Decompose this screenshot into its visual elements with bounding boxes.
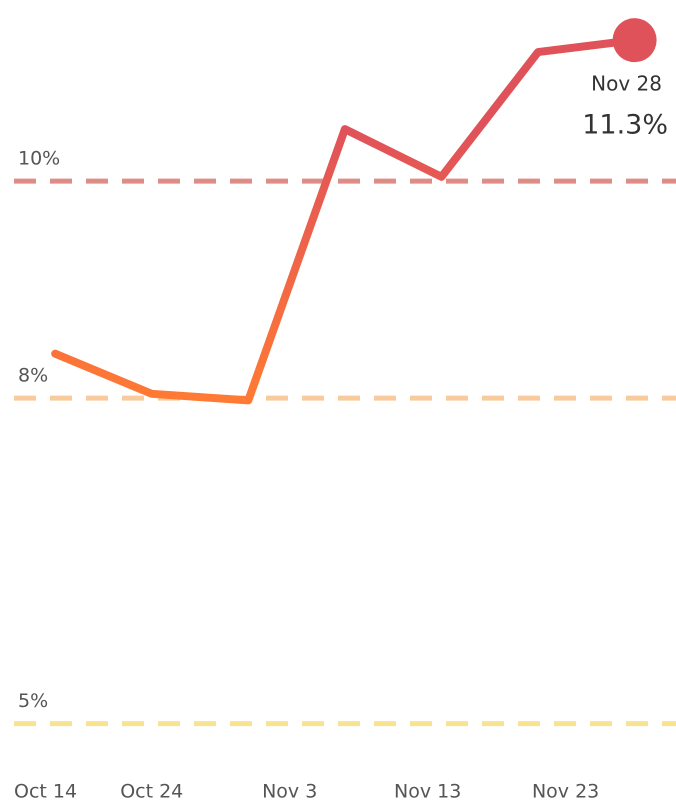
line — [51, 36, 639, 405]
end-marker — [612, 18, 657, 63]
y-tick-label: 10% — [18, 148, 60, 170]
x-tick-label: Nov 23 — [532, 781, 599, 803]
x-tick-label: Nov 13 — [394, 781, 461, 803]
x-tick-label: Oct 24 — [120, 781, 183, 803]
x-tick-label: Oct 14 — [14, 781, 77, 803]
value-label: 11.3% — [582, 110, 668, 141]
y-tick-label: 5% — [18, 690, 48, 712]
y-tick-label: 8% — [18, 365, 48, 387]
end-date: Nov 28 — [591, 72, 662, 96]
x-tick-label: Nov 3 — [262, 781, 317, 803]
